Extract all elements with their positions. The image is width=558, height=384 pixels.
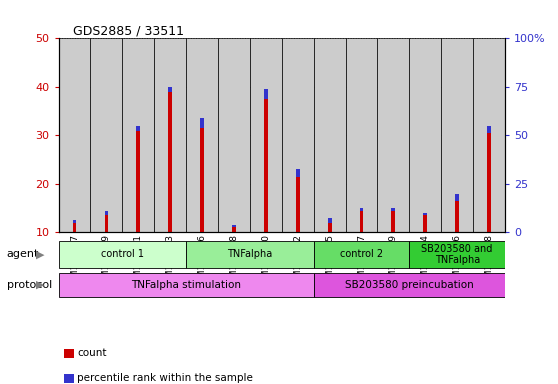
Bar (314, 38, 345, 232)
Text: percentile rank within the sample: percentile rank within the sample (77, 373, 253, 383)
Bar (59, 273, 314, 297)
Bar (59, 240, 186, 268)
Bar (314, 273, 505, 297)
Bar (104, 210, 108, 215)
Bar (314, 240, 410, 268)
Bar (104, 210, 108, 232)
Bar (424, 213, 427, 232)
Bar (487, 126, 491, 232)
Bar (392, 208, 395, 232)
Bar (232, 225, 236, 227)
Bar (345, 38, 377, 232)
Text: GDS2885 / 33511: GDS2885 / 33511 (73, 25, 184, 38)
Bar (473, 38, 505, 232)
Text: protocol: protocol (7, 280, 52, 290)
Text: count: count (77, 348, 107, 358)
Text: ▶: ▶ (36, 249, 45, 260)
Text: ▶: ▶ (36, 280, 45, 290)
Bar (392, 208, 395, 210)
Bar (410, 38, 441, 232)
Bar (441, 38, 473, 232)
Bar (455, 194, 459, 232)
Bar (186, 240, 314, 268)
Bar (264, 89, 268, 99)
Bar (296, 169, 300, 177)
Bar (424, 213, 427, 215)
Bar (377, 38, 410, 232)
Bar (200, 118, 204, 128)
Bar (264, 89, 268, 232)
Text: TNFalpha stimulation: TNFalpha stimulation (131, 280, 241, 290)
Bar (136, 126, 140, 232)
Bar (250, 38, 282, 232)
Text: control 2: control 2 (340, 249, 383, 260)
Text: SB203580 and
TNFalpha: SB203580 and TNFalpha (421, 243, 493, 265)
Bar (169, 87, 172, 232)
Text: control 1: control 1 (101, 249, 144, 260)
Bar (59, 38, 90, 232)
Text: TNFalpha: TNFalpha (227, 249, 272, 260)
Text: SB203580 preincubation: SB203580 preincubation (345, 280, 474, 290)
Bar (73, 220, 76, 223)
Bar (487, 126, 491, 133)
Bar (359, 208, 363, 210)
Text: agent: agent (7, 249, 39, 260)
Bar (90, 38, 122, 232)
Bar (282, 38, 314, 232)
Bar (410, 240, 505, 268)
Bar (186, 38, 218, 232)
Bar (218, 38, 250, 232)
Bar (328, 218, 331, 223)
Bar (296, 169, 300, 232)
Bar (455, 194, 459, 201)
Bar (169, 87, 172, 92)
Bar (136, 126, 140, 131)
Bar (359, 208, 363, 232)
Bar (122, 38, 154, 232)
Bar (73, 220, 76, 232)
Bar (200, 118, 204, 232)
Bar (154, 38, 186, 232)
Bar (232, 225, 236, 232)
Bar (328, 218, 331, 232)
